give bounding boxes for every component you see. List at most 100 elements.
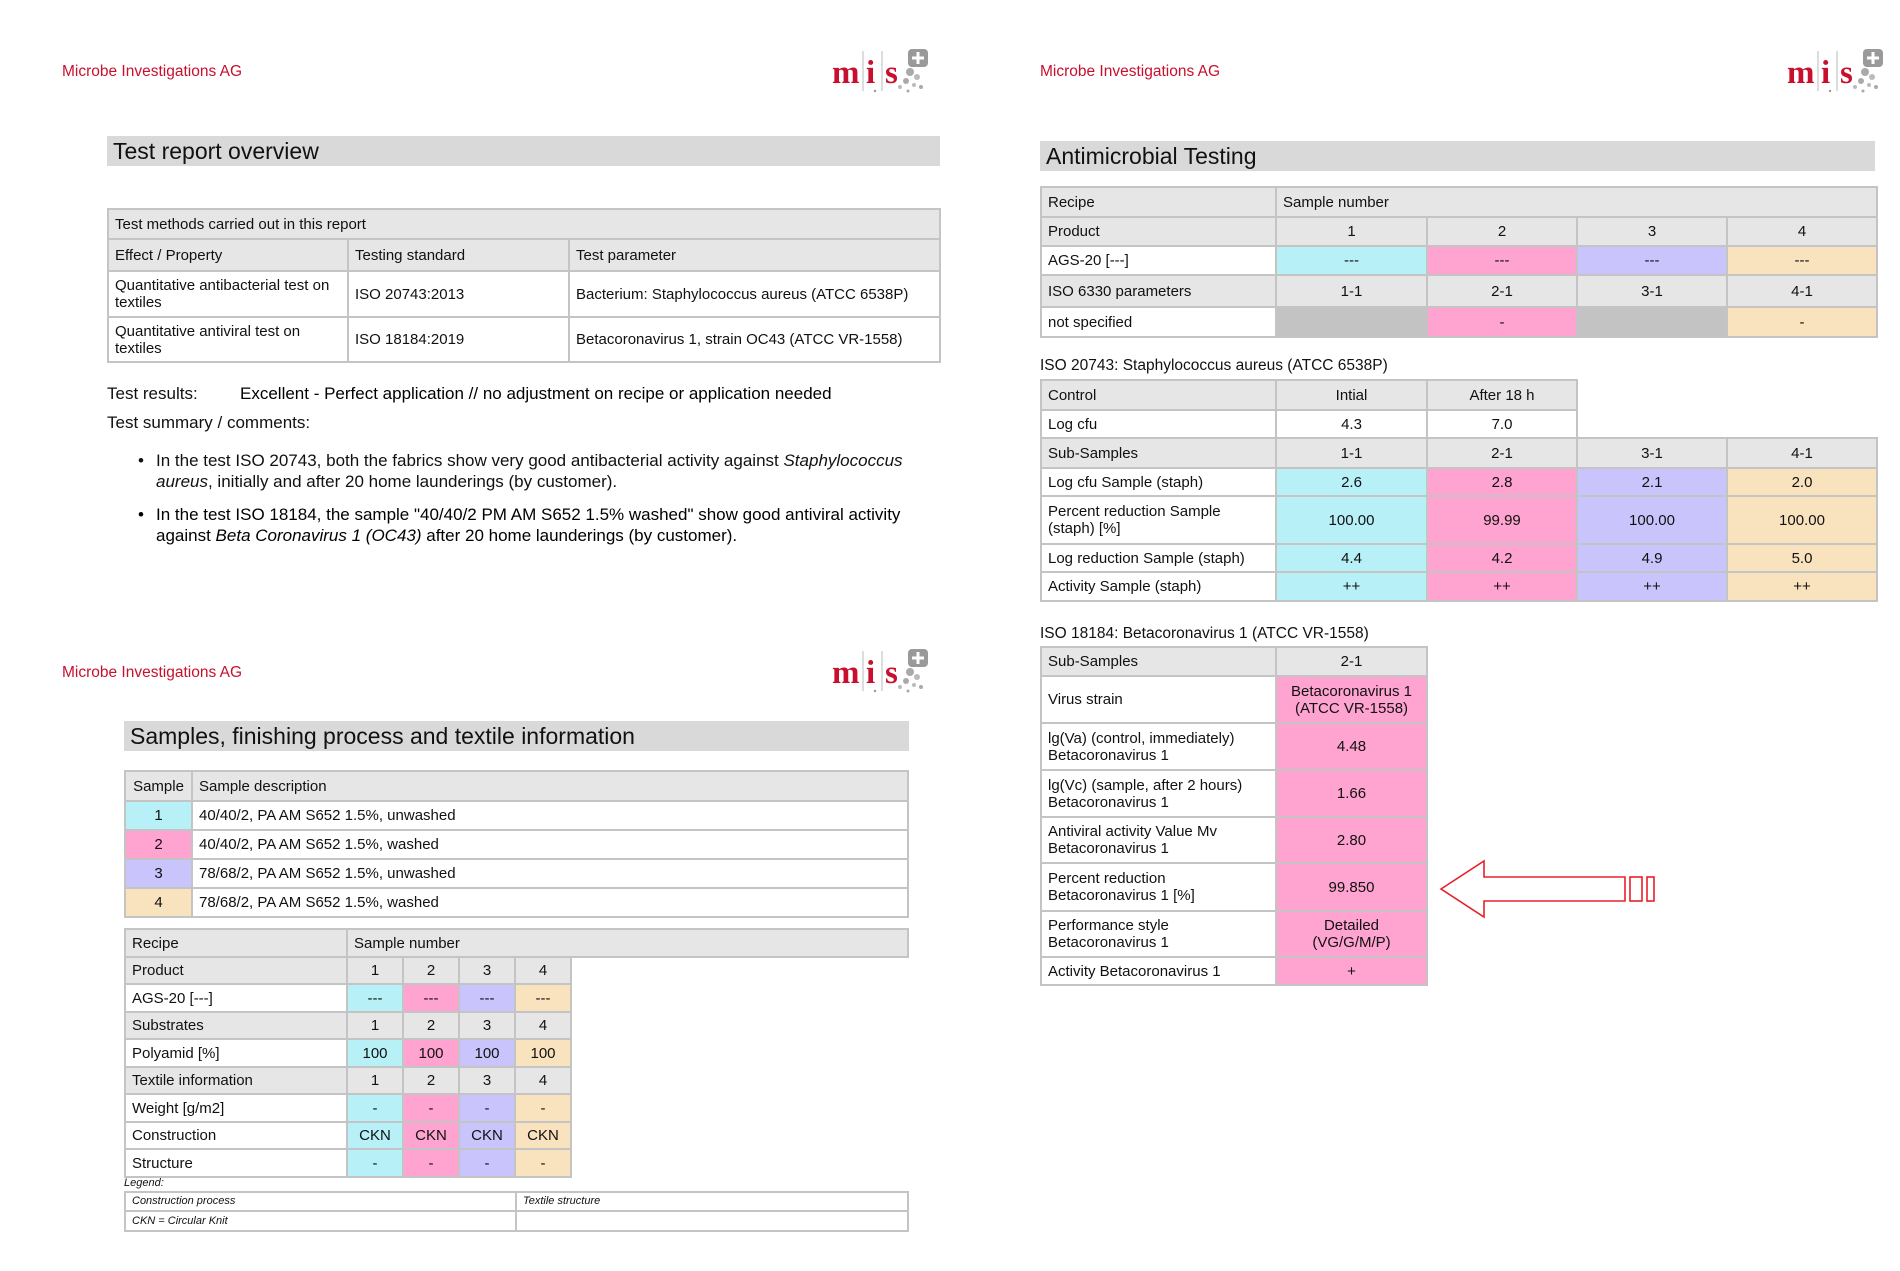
- table-cell: 4.4: [1275, 543, 1428, 573]
- bullet-italic-text: Staphylococcus aureus: [156, 451, 903, 491]
- iso18184-table: Sub-Samples 2-1 Virus strain Betacoronaviru…: [1040, 646, 1428, 986]
- table-cell: 3-1: [1576, 274, 1728, 308]
- table-cell: 40/40/2, PA AM S652 1.5%, unwashed: [191, 800, 909, 831]
- row-label-cell: Weight [g/m2]: [124, 1093, 348, 1123]
- row-label-cell: Antiviral activity Value Mv Betacoronavi…: [1040, 816, 1277, 864]
- table-cell: 78/68/2, PA AM S652 1.5%, washed: [191, 887, 909, 918]
- bullet-text: In the test ISO 20743, both the fabrics …: [156, 451, 784, 470]
- table-cell: 2-1: [1426, 437, 1578, 469]
- row-label-cell: Percent reduction Betacoronavirus 1 [%]: [1040, 862, 1277, 912]
- table-cell: CKN: [514, 1121, 572, 1150]
- legend-table: Construction process Textile structure CKN…: [124, 1191, 909, 1232]
- table-cell: 2-1: [1426, 274, 1578, 308]
- table-cell: ---: [402, 983, 460, 1013]
- row-label-cell: 4: [124, 887, 193, 918]
- table-cell: Bacterium: Staphylococcus aureus (ATCC 6…: [567, 270, 942, 318]
- table-cell: ---: [1576, 245, 1728, 276]
- table-row: lg(Va) (control, immediately) Betacorona…: [1040, 722, 1428, 771]
- table-cell: 2: [402, 1066, 460, 1095]
- table-row: Percent reduction Betacoronavirus 1 [%] 9…: [1040, 862, 1428, 912]
- company-name: Microbe Investigations AG: [62, 63, 243, 80]
- row-label-cell: Activity Betacoronavirus 1: [1040, 956, 1277, 986]
- table-cell: 100.00: [1576, 495, 1728, 545]
- table-row: Construction process Textile structure: [124, 1191, 909, 1212]
- table-cell: -: [514, 1148, 572, 1178]
- mis-logo: m i s: [832, 649, 928, 693]
- table-cell: ++: [1726, 571, 1878, 602]
- table-cell: 4: [1725, 216, 1879, 247]
- table-cell: 78/68/2, PA AM S652 1.5%, unwashed: [191, 858, 909, 889]
- mis-logo: m i s: [832, 49, 928, 93]
- table-cell: CKN: [346, 1121, 404, 1150]
- table-row: Sub-Samples 2-1: [1040, 646, 1428, 677]
- table-cell: 100: [514, 1038, 572, 1068]
- table-cell: +: [1275, 956, 1428, 986]
- table-cell: 1-1: [1275, 437, 1428, 469]
- logo-letter-m: m: [1787, 55, 1815, 91]
- table-cell: -: [346, 1093, 404, 1123]
- table-row: Recipe Sample number: [124, 928, 910, 958]
- table-row: Control Intial After 18 h: [1040, 379, 1877, 411]
- row-label-cell: Virus strain: [1040, 675, 1277, 724]
- table-cell: -: [458, 1148, 516, 1178]
- row-label-cell: Sample: [124, 770, 193, 802]
- empty-cell: [1727, 410, 1877, 438]
- row-label-cell: AGS-20 [---]: [1040, 245, 1277, 276]
- test-summary-label: Test summary / comments:: [107, 413, 311, 432]
- table-row: Log cfu 4.3 7.0: [1040, 409, 1877, 439]
- row-label-cell: Activity Sample (staph): [1040, 571, 1277, 602]
- table-cell: 1: [346, 956, 404, 985]
- table-cell: -: [514, 1093, 572, 1123]
- row-label-cell: Log cfu: [1040, 409, 1277, 439]
- summary-bullet-1: In the test ISO 20743, both the fabrics …: [138, 450, 916, 492]
- table-row: AGS-20 [---] --- --- --- ---: [124, 983, 908, 1013]
- table-row: not specified - -: [1040, 306, 1879, 338]
- table-cell: 2: [402, 1011, 460, 1040]
- row-label-cell: lg(Va) (control, immediately) Betacorona…: [1040, 722, 1277, 771]
- table-cell: 100: [458, 1038, 516, 1068]
- table-row: lg(Vc) (sample, after 2 hours) Betacoron…: [1040, 769, 1428, 818]
- row-label-cell: Product: [1040, 216, 1277, 247]
- table-cell: Textile structure: [515, 1191, 909, 1212]
- table-row: Product 1 2 3 4: [1040, 216, 1879, 247]
- empty-cell: [1727, 380, 1877, 410]
- table-row: Percent reduction Sample (staph) [%] 100.…: [1040, 495, 1878, 545]
- table-row: CKN = Circular Knit: [124, 1210, 909, 1232]
- row-label-cell: Quantitative antiviral test on textiles: [107, 316, 349, 363]
- row-label-cell: Test methods carried out in this report: [106, 208, 942, 240]
- bullet-text: , initially and after 20 home laundering…: [207, 472, 618, 491]
- summary-bullet-2: In the test ISO 18184, the sample "40/40…: [138, 504, 916, 546]
- table-row: Log reduction Sample (staph) 4.4 4.2 4.9 5.0: [1040, 543, 1878, 573]
- table-cell: 100.00: [1275, 495, 1428, 545]
- empty-cell: [571, 1012, 908, 1039]
- table-row: Construction CKN CKN CKN CKN: [124, 1121, 908, 1150]
- table-cell: ISO 18184:2019: [347, 316, 570, 363]
- table-cell: Sample description: [191, 770, 909, 802]
- iso18184-label: ISO 18184: Betacoronavirus 1 (ATCC VR-15…: [1040, 625, 1369, 642]
- row-label-cell: ISO 6330 parameters: [1040, 274, 1277, 308]
- table-cell: 4.2: [1426, 543, 1578, 573]
- table-cell: ---: [1275, 245, 1428, 276]
- table-cell: Detailed (VG/G/M/P): [1275, 910, 1428, 958]
- table-cell: 100.00: [1726, 495, 1878, 545]
- table-cell: 100: [402, 1038, 460, 1068]
- table-cell: 2.8: [1426, 467, 1578, 497]
- row-label-cell: Performance style Betacoronavirus 1: [1040, 910, 1277, 958]
- table-row: Antiviral activity Value Mv Betacoronavi…: [1040, 816, 1428, 864]
- table-cell: Betacoronavirus 1, strain OC43 (ATCC VR-…: [567, 316, 942, 363]
- row-label-cell: Polyamid [%]: [124, 1038, 348, 1068]
- table-cell: 4.48: [1275, 722, 1428, 771]
- table-cell: 1: [346, 1011, 404, 1040]
- table-cell: 1.66: [1275, 769, 1428, 818]
- table-cell: 2.80: [1275, 816, 1428, 864]
- table-cell: 1-1: [1275, 274, 1428, 308]
- table-cell: ---: [458, 983, 516, 1013]
- table-cell: 2.1: [1576, 467, 1728, 497]
- iso20743-table: Control Intial After 18 h Log cfu 4.3 7.0 Sub-…: [1040, 379, 1878, 602]
- bullet-text: In the test ISO 18184, the sample "40/40…: [156, 505, 901, 545]
- logo-letter-m: m: [832, 55, 860, 91]
- row-label-cell: Sub-Samples: [1040, 437, 1277, 469]
- table-cell: 40/40/2, PA AM S652 1.5%, washed: [191, 829, 909, 860]
- empty-cell: [571, 957, 908, 984]
- table-row: 2 40/40/2, PA AM S652 1.5%, washed: [124, 829, 909, 860]
